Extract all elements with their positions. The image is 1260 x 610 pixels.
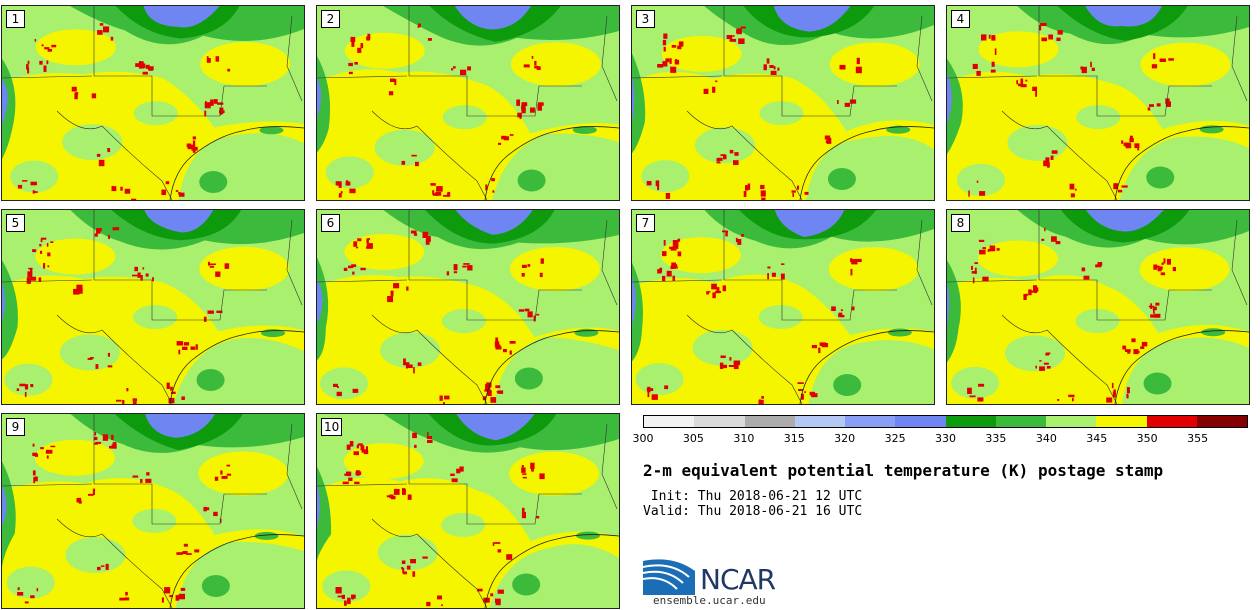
- colorbar-ticks: 300 305 310 315 320 325 330 335 340 345 350 355: [633, 432, 1248, 446]
- map-image: [317, 6, 619, 200]
- colorbar-tick-label: 355: [1187, 432, 1209, 445]
- website-label: ensemble.ucar.edu: [653, 594, 766, 607]
- member-number: 8: [951, 214, 970, 232]
- ncar-logo-icon: [643, 559, 695, 595]
- member-number: 5: [6, 214, 25, 232]
- valid-time: Valid: Thu 2018-06-21 16 UTC: [643, 504, 863, 519]
- map-image: [632, 210, 934, 404]
- colorbar-swatch: [945, 416, 996, 427]
- member-panel-4: 4: [946, 5, 1250, 201]
- map-image: [317, 210, 619, 404]
- member-number: 4: [951, 10, 970, 28]
- member-panel-7: 7: [631, 209, 935, 405]
- member-panel-5: 5: [1, 209, 305, 405]
- colorbar-swatch: [1096, 416, 1147, 427]
- init-time: Init: Thu 2018-06-21 12 UTC: [643, 489, 863, 504]
- colorbar-swatch: [744, 416, 795, 427]
- member-panel-3: 3: [631, 5, 935, 201]
- colorbar-swatch: [794, 416, 845, 427]
- colorbar: [643, 415, 1248, 428]
- colorbar-swatch: [895, 416, 946, 427]
- member-panel-10: 10: [316, 413, 620, 609]
- map-image: [2, 6, 304, 200]
- colorbar-swatch: [1196, 416, 1247, 427]
- colorbar-tick-label: 300: [632, 432, 654, 445]
- figure-title: 2-m equivalent potential temperature (K)…: [643, 461, 1164, 480]
- colorbar-swatch: [995, 416, 1046, 427]
- colorbar-tick-label: 320: [834, 432, 856, 445]
- map-image: [947, 210, 1249, 404]
- colorbar-tick-label: 305: [682, 432, 704, 445]
- colorbar-swatch: [1046, 416, 1097, 427]
- member-panel-1: 1: [1, 5, 305, 201]
- colorbar-tick-label: 335: [985, 432, 1007, 445]
- logo-text: NCAR: [700, 563, 776, 596]
- member-number: 9: [6, 418, 25, 436]
- member-number: 6: [321, 214, 340, 232]
- member-number: 3: [636, 10, 655, 28]
- map-image: [2, 210, 304, 404]
- map-image: [317, 414, 619, 608]
- colorbar-tick-label: 325: [884, 432, 906, 445]
- colorbar-swatch: [694, 416, 745, 427]
- member-panel-6: 6: [316, 209, 620, 405]
- colorbar-tick-label: 340: [1035, 432, 1057, 445]
- member-panel-9: 9: [1, 413, 305, 609]
- member-number: 7: [636, 214, 655, 232]
- member-number: 10: [321, 418, 343, 436]
- member-panel-2: 2: [316, 5, 620, 201]
- member-number: 1: [6, 10, 25, 28]
- colorbar-swatch: [845, 416, 896, 427]
- colorbar-tick-label: 310: [733, 432, 755, 445]
- colorbar-tick-label: 350: [1136, 432, 1158, 445]
- map-image: [947, 6, 1249, 200]
- map-image: [632, 6, 934, 200]
- colorbar-tick-label: 315: [783, 432, 805, 445]
- colorbar-swatch: [1146, 416, 1197, 427]
- colorbar-tick-label: 330: [935, 432, 956, 445]
- colorbar-swatch: [644, 416, 695, 427]
- map-image: [2, 414, 304, 608]
- member-panel-8: 8: [946, 209, 1250, 405]
- member-number: 2: [321, 10, 340, 28]
- colorbar-tick-label: 345: [1086, 432, 1108, 445]
